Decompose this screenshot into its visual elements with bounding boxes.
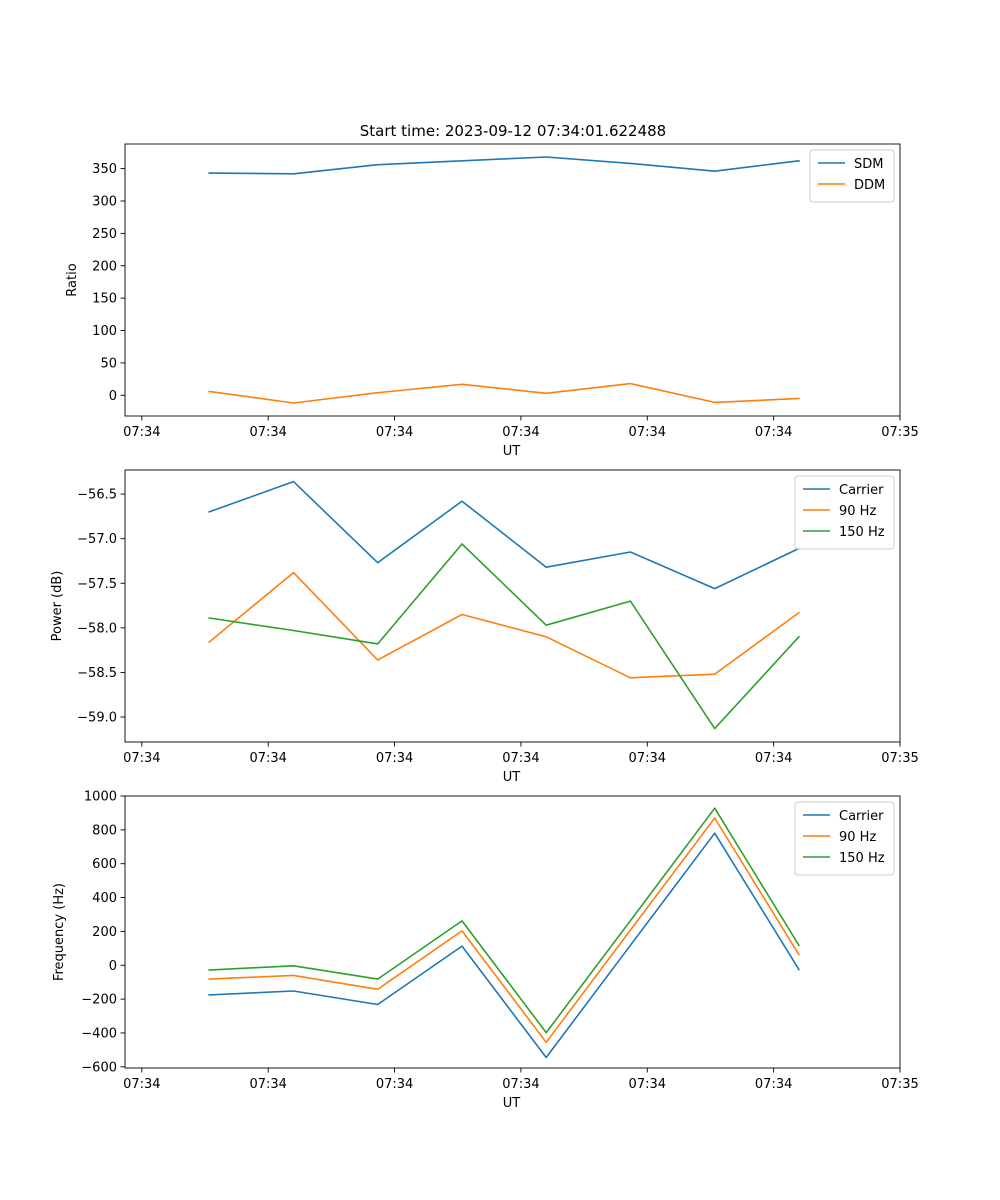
x-tick-label: 07:34 [502,425,539,440]
legend: Carrier 90 Hz 150 Hz [794,801,895,876]
y-tick-label: 300 [92,194,117,209]
x-tick-label: 07:34 [502,751,539,766]
legend-label-150-hz: 150 Hz [839,851,885,866]
y-tick-label: 200 [92,925,117,940]
y-tick-label: 0 [109,959,117,974]
x-tick-label: 07:34 [249,751,286,766]
x-tick-label: 07:34 [502,1077,539,1092]
x-tick-label: 07:34 [629,751,666,766]
subplot-1: 07:34 07:34 07:34 07:34 07:34 07:34 07:35 0 50 10… [65,143,919,459]
subplot-3: 07:34 07:34 07:34 07:34 07:34 07:34 07:35 −600 −… [52,790,919,1112]
x-tick-label: 07:34 [123,1077,160,1092]
y-axis-label: Frequency (Hz) [52,883,67,981]
x-tick-label: 07:34 [123,751,160,766]
x-tick-label: 07:34 [123,425,160,440]
y-tick-label: 250 [92,227,117,242]
y-tick-label: 400 [92,891,117,906]
y-tick-label: −400 [81,1026,117,1041]
y-tick-label: 150 [92,292,117,307]
axes-frame [124,795,901,1069]
series-line-90-hz [208,817,801,1044]
legend: SDM DDM [809,149,895,203]
x-tick-label: 07:34 [249,1077,286,1092]
legend-label-sdm: SDM [854,157,883,172]
y-tick-label: 50 [100,356,117,371]
legend-label-150-hz: 150 Hz [839,525,885,540]
x-tick-label: 07:35 [881,425,918,440]
axes-frame [124,143,901,417]
y-tick-label: 100 [92,324,117,339]
y-tick-label: −600 [81,1060,117,1075]
y-tick-label: 200 [92,259,117,274]
x-axis-label: UT [503,770,521,785]
y-axis-label: Power (dB) [50,571,65,642]
y-axis-label: Ratio [65,263,80,296]
x-tick-label: 07:35 [881,1077,918,1092]
series-line-carrier [208,480,800,590]
series-line-carrier [208,832,801,1059]
x-tick-label: 07:34 [376,1077,413,1092]
y-tick-label: −200 [81,993,117,1008]
y-tick-label: 800 [92,823,117,838]
legend-label-90-hz: 90 Hz [839,504,876,519]
x-tick-label: 07:34 [755,751,792,766]
subplots: 07:34 07:34 07:34 07:34 07:34 07:34 07:35 0 50 10… [50,143,919,1112]
figure-title: Start time: 2023-09-12 07:34:01.622488 [360,122,666,140]
x-tick-label: 07:34 [755,425,792,440]
x-tick-label: 07:34 [629,1077,666,1092]
series-line-sdm [208,156,800,175]
y-tick-label: −57.0 [77,532,117,547]
x-tick-label: 07:34 [376,425,413,440]
y-tick-label: −58.0 [77,621,117,636]
x-tick-label: 07:34 [249,425,286,440]
x-axis-label: UT [503,1096,521,1111]
x-axis-label: UT [503,444,521,459]
series-line-90-hz [208,571,801,679]
series-line-150-hz [208,807,801,1034]
x-tick-label: 07:34 [376,751,413,766]
y-tick-label: −57.5 [77,577,117,592]
legend-label-ddm: DDM [854,178,885,193]
y-tick-label: −58.5 [77,666,117,681]
x-tick-label: 07:34 [629,425,666,440]
subplot-2: 07:34 07:34 07:34 07:34 07:34 07:34 07:35 −59.0… [50,469,919,785]
legend-label-carrier: Carrier [839,483,884,498]
x-tick-label: 07:34 [755,1077,792,1092]
y-tick-label: −56.5 [77,488,117,503]
y-tick-label: 0 [109,389,117,404]
y-tick-label: 1000 [84,790,117,805]
legend-label-carrier: Carrier [839,809,884,824]
axes-frame [124,469,901,743]
legend: Carrier 90 Hz 150 Hz [794,475,895,550]
y-tick-label: 350 [92,162,117,177]
y-tick-label: 600 [92,857,117,872]
y-tick-label: −59.0 [77,711,117,726]
legend-label-90-hz: 90 Hz [839,830,876,845]
x-tick-label: 07:35 [881,751,918,766]
series-line-ddm [208,382,800,404]
series-line-150-hz [208,543,801,730]
